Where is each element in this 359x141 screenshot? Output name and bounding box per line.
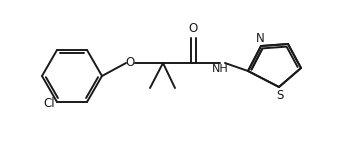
Text: Cl: Cl: [43, 97, 55, 111]
Text: O: O: [188, 22, 197, 35]
Text: NH: NH: [211, 64, 228, 74]
Text: N: N: [256, 32, 264, 45]
Text: O: O: [125, 57, 135, 70]
Text: S: S: [276, 89, 284, 102]
